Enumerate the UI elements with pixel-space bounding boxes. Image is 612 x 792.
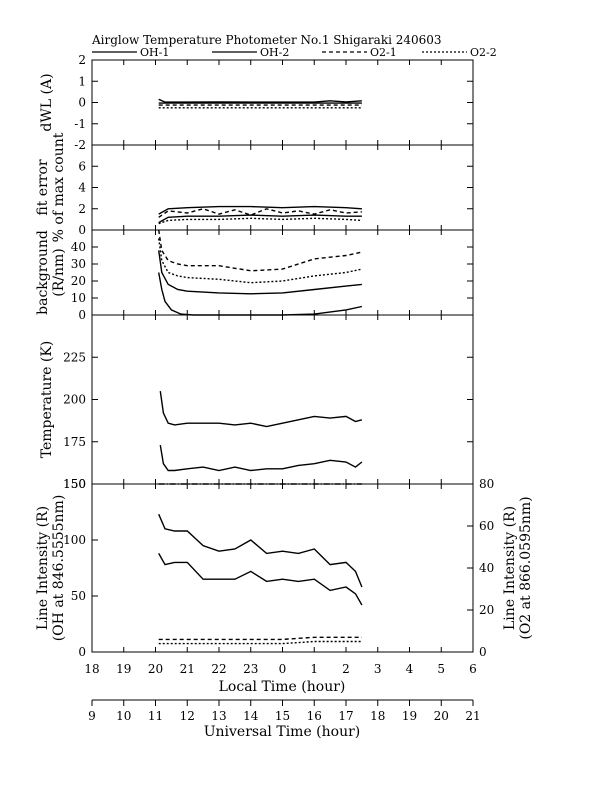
chart-panels: -2 -1 0 1 2 dWL (A) 0 2 4 6 fit error% of max coun… <box>35 53 534 659</box>
y-axis-label: dWL (A) <box>39 73 55 131</box>
panel-dwl: -2 -1 0 1 2 dWL (A) <box>39 53 474 152</box>
local-time-tick-label: 1 <box>310 662 318 676</box>
y-tick-label: 200 <box>63 393 86 407</box>
ut-tick-label: 11 <box>148 709 163 723</box>
series-line-o2-2 <box>158 640 362 645</box>
local-time-axis-label: Local Time (hour) <box>219 679 346 695</box>
y-tick-label: 2 <box>78 53 86 67</box>
y-axis-label-right: Line Intensity (R) <box>502 506 518 630</box>
series-line-o2-2 <box>158 238 363 284</box>
local-time-tick-label: 22 <box>211 662 226 676</box>
local-time-tick-label: 20 <box>148 662 163 676</box>
ut-tick-label: 19 <box>402 709 417 723</box>
y-tick-label: 150 <box>63 477 86 491</box>
series-line-oh-1 <box>158 513 363 588</box>
chart-title: Airglow Temperature Photometer No.1 Shig… <box>91 33 442 47</box>
y-tick-label-right: 20 <box>479 603 494 617</box>
legend-label-o2-1: O2-1 <box>370 46 397 59</box>
y-tick-label: -1 <box>74 117 86 131</box>
y-tick-label: 150 <box>63 477 86 491</box>
ut-tick-label: 10 <box>116 709 131 723</box>
ut-tick-label: 21 <box>465 709 480 723</box>
y-tick-label: 10 <box>71 291 86 305</box>
legend-label-o2-2: O2-2 <box>470 46 497 59</box>
panel-frame <box>91 144 474 231</box>
y-tick-label: 225 <box>63 350 86 364</box>
panel-bg: 0 10 20 30 40 background (R/nm) <box>35 229 474 322</box>
y-tick-label-right: 80 <box>479 477 494 491</box>
ut-tick-label: 13 <box>211 709 226 723</box>
series-line-oh-2 <box>158 553 363 606</box>
series-line-o2-2 <box>158 217 362 225</box>
y-tick-label: 0 <box>78 223 86 237</box>
ut-tick-label: 20 <box>434 709 449 723</box>
y-tick-label: 20 <box>71 274 86 288</box>
y-tick-label: 30 <box>71 257 86 271</box>
y-tick-label: 0 <box>78 645 86 659</box>
series-line-oh-2 <box>158 250 362 295</box>
local-time-tick-label: 0 <box>279 662 287 676</box>
y-axis-label: Temperature (K) <box>39 341 55 459</box>
panel-temp: 150 175 200 225 Temperature (K) <box>39 314 474 491</box>
legend-label-oh-1: OH-1 <box>140 46 169 59</box>
series-line-oh-2 <box>158 214 362 224</box>
local-time-tick-label: 5 <box>437 662 445 676</box>
y-axis-label: (OH at 846.5555nm) <box>51 495 67 642</box>
y-tick-label: 0 <box>78 308 86 322</box>
y-axis-label: (R/nm) <box>51 248 67 296</box>
universal-time-axis-label: Universal Time (hour) <box>204 724 361 740</box>
y-axis-label: Line Intensity (R) <box>35 506 51 630</box>
ut-tick-label: 14 <box>243 709 259 723</box>
y-axis-label: fit error <box>35 159 51 216</box>
y-tick-label: 2 <box>78 202 86 216</box>
series-line-o2-1 <box>158 208 362 218</box>
y-tick-label-right: 60 <box>479 519 494 533</box>
y-tick-label: 175 <box>63 435 86 449</box>
local-time-tick-label: 3 <box>374 662 382 676</box>
ut-tick-label: 17 <box>338 709 353 723</box>
series-line-o2-1 <box>158 636 362 641</box>
ut-tick-label: 12 <box>180 709 195 723</box>
series-line-oh-1 <box>158 205 362 215</box>
legend-label-oh-2: OH-2 <box>260 46 289 59</box>
ut-tick-label: 18 <box>370 709 385 723</box>
y-tick-label: 6 <box>78 159 86 173</box>
y-tick-label-right: 0 <box>479 645 487 659</box>
panel-fit: 0 2 4 6 fit error% of max count <box>35 132 474 242</box>
y-axis-label: % of max count <box>51 132 67 242</box>
y-tick-label: 50 <box>71 589 86 603</box>
local-time-tick-label: 2 <box>342 662 350 676</box>
ut-tick-label: 16 <box>307 709 322 723</box>
y-tick-label-right: 40 <box>479 561 494 575</box>
series-line-o2-1 <box>158 229 363 272</box>
panel-frame <box>91 483 474 653</box>
legend: OH-1 OH-2 O2-1 O2-2 <box>92 46 497 59</box>
y-axis-label: background <box>35 230 51 315</box>
y-tick-label: 4 <box>78 181 86 195</box>
universal-time-axis: 9 10 11 12 13 14 15 16 17 18 19 20 21 <box>88 699 481 723</box>
local-time-tick-label: 19 <box>116 662 131 676</box>
local-time-tick-label: 23 <box>243 662 258 676</box>
local-time-tick-label: 4 <box>406 662 414 676</box>
y-axis-label-right: (O2 at 866.0595nm) <box>518 496 534 639</box>
y-tick-label: -2 <box>74 138 86 152</box>
local-time-axis: 18 19 20 21 22 23 0 1 2 3 4 5 6 <box>84 662 476 676</box>
local-time-tick-label: 21 <box>180 662 195 676</box>
ut-tick-label: 9 <box>88 709 96 723</box>
series-line-oh-1 <box>158 98 362 103</box>
panel-frame <box>91 229 474 316</box>
series-line-oh-2 <box>159 444 363 472</box>
panel-frame <box>91 314 474 485</box>
y-tick-label: 0 <box>78 96 86 110</box>
ut-tick-label: 15 <box>275 709 290 723</box>
y-tick-label: 40 <box>71 240 86 254</box>
y-tick-label: 1 <box>78 74 86 88</box>
local-time-tick-label: 18 <box>84 662 99 676</box>
series-line-oh-1 <box>159 391 363 428</box>
local-time-tick-label: 6 <box>469 662 477 676</box>
y-tick-label: 100 <box>63 533 86 547</box>
